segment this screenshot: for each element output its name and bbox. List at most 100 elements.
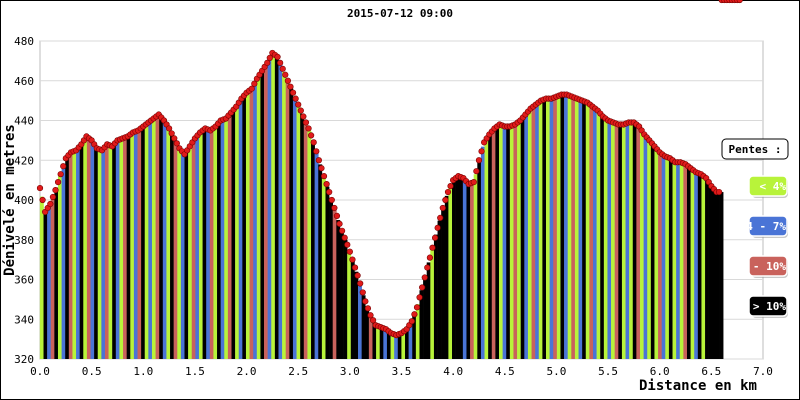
elevation-point [716, 188, 723, 196]
slope-bar [271, 53, 276, 359]
slope-bar [296, 105, 301, 360]
slope-bar [567, 95, 572, 359]
slope-bar [390, 333, 395, 359]
slope-bar [292, 96, 297, 359]
legend-label: 7 - 10% [740, 260, 787, 273]
slope-bar [198, 131, 203, 359]
slope-bar [209, 129, 214, 359]
elevation-point [302, 119, 310, 126]
slope-bar [151, 118, 156, 359]
slope-bar [683, 164, 688, 359]
slope-bar [632, 123, 637, 359]
elevation-point [248, 85, 255, 92]
slope-bar [585, 102, 590, 359]
x-axis-label: Distance en km [639, 378, 757, 394]
slope-bar [318, 164, 323, 359]
slope-bar [289, 88, 294, 360]
slope-bar [650, 144, 655, 359]
slope-bar [614, 123, 619, 359]
slope-bar [455, 176, 460, 359]
slope-bar [520, 117, 525, 359]
elevation-point [279, 65, 286, 72]
elevation-point [47, 200, 54, 208]
slope-bar [47, 205, 52, 359]
slope-bar [571, 97, 576, 359]
legend-swatch [748, 295, 788, 317]
slope-bar [329, 197, 334, 359]
x-tick-label: 2.0 [237, 365, 257, 378]
x-tick-labels: 0.0 0.5 1.0 1.5 2.0 2.5 3.0 3.5 4.0 4.5 5.0 5.5 6.0 6… [30, 365, 773, 378]
legend-entry: < 4% [748, 175, 788, 198]
y-tick-label: 380 [14, 234, 34, 247]
slope-bar [79, 143, 84, 359]
elevation-point [331, 204, 338, 212]
legend-swatch [748, 215, 788, 237]
elevation-point [60, 163, 67, 170]
slope-bar [108, 145, 113, 359]
slope-bar [712, 189, 717, 359]
slope-bar [715, 192, 720, 359]
elevation-point [292, 95, 299, 102]
legend-label: < 4% [760, 180, 787, 193]
elevation-point [341, 234, 348, 241]
slope-bar [104, 144, 109, 359]
slope-bar [589, 105, 594, 359]
elevation-point [171, 135, 178, 142]
slope-bar [582, 101, 587, 359]
slope-bar [419, 290, 424, 359]
legend-title: Pentes : [729, 143, 782, 156]
elevation-point [437, 214, 444, 221]
slope-bar [639, 130, 644, 359]
slope-bar [553, 97, 558, 359]
y-tick-label: 400 [14, 194, 34, 207]
slope-bar [65, 156, 70, 359]
elevation-point [282, 71, 289, 78]
slope-bar [607, 121, 612, 359]
elevation-point [344, 241, 351, 248]
x-tick-label: 3.5 [392, 365, 412, 378]
slope-bar [300, 113, 305, 360]
elevation-point [264, 59, 271, 66]
slope-bar [253, 82, 258, 360]
slope-bar [596, 111, 601, 359]
slope-bar [188, 145, 193, 359]
slope-bar [448, 186, 453, 359]
slope-bar [459, 177, 464, 359]
slope-bar [184, 151, 189, 359]
slope-bar [415, 304, 420, 359]
slope-bar [94, 147, 99, 359]
slope-bar [372, 322, 377, 359]
elevation-point [426, 254, 434, 261]
x-tick-label: 4.5 [495, 365, 515, 378]
slope-bar [350, 260, 355, 359]
slope-bar [665, 157, 670, 359]
elevation-point [447, 182, 454, 190]
slope-bar [339, 230, 344, 359]
slope-bar [126, 135, 131, 359]
slope-bar [43, 211, 48, 359]
elevation-point [362, 298, 369, 305]
slope-bar [119, 138, 124, 359]
elevation-point [408, 318, 415, 325]
slope-bar [130, 132, 135, 359]
slope-bar [397, 333, 402, 359]
x-tick-label: 6.0 [650, 365, 670, 378]
slope-bar [264, 64, 268, 359]
elevation-point [166, 125, 173, 132]
legend: Pentes : < 4% 4 - 7% 7 - 10% > 10% [721, 138, 789, 318]
slope-bar [549, 98, 554, 359]
slope-bar [195, 135, 200, 359]
slope-bar [477, 159, 482, 359]
slope-bar [376, 326, 381, 359]
elevation-point [333, 212, 341, 219]
slope-bar [600, 115, 605, 359]
slope-bar [347, 249, 352, 359]
elevation-point [444, 188, 452, 196]
slope-bar [383, 328, 388, 359]
slope-bar [231, 109, 236, 359]
slope-bar [245, 91, 250, 359]
slope-bar [285, 80, 290, 359]
slope-bar [491, 129, 496, 359]
slope-bar [202, 129, 207, 359]
slope-bar [509, 125, 514, 359]
